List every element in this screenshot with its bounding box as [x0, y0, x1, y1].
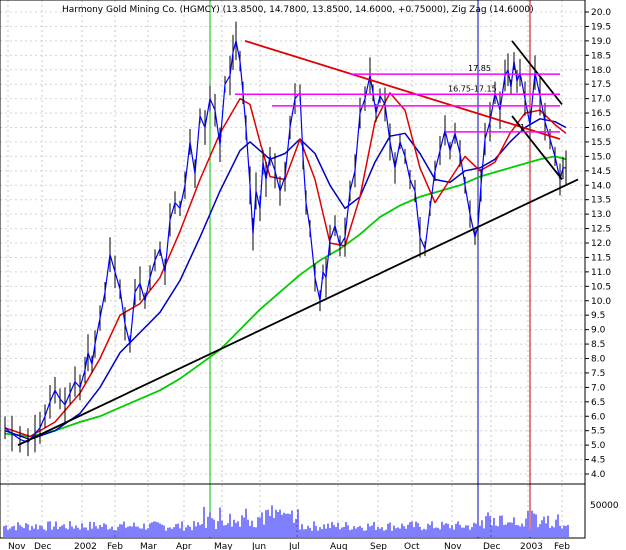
y-tick-label: 12.5: [591, 225, 611, 235]
y-tick-label: 15.0: [591, 152, 611, 162]
y-tick-label: 7.0: [591, 383, 606, 393]
level-label-small: 1: [520, 123, 525, 132]
level-label: 16.75-17.15: [448, 84, 497, 93]
x-tick-label: Mar: [140, 542, 157, 550]
x-tick-label: Nov: [8, 542, 26, 550]
y-tick-label: 20.0: [591, 8, 611, 18]
series-line-ma-long: [4, 155, 567, 438]
volume-panel-frame: [0, 483, 586, 539]
y-tick-label: 14.5: [591, 167, 611, 177]
x-tick-label: 2002: [74, 542, 97, 550]
y-tick-label: 13.0: [591, 210, 611, 220]
x-tick-label: 2003: [520, 542, 543, 550]
y-tick-label: 15.5: [591, 138, 611, 148]
y-axis: 20.0 19.5 19.0 18.5 18.0 17.5 17.0 16.5 16.0 15.5…: [585, 8, 611, 480]
x-tick-label: Dec: [34, 542, 51, 550]
y-tick-label: 4.0: [591, 470, 606, 480]
chart-title: Harmony Gold Mining Co. (HGMCY) (13.8500…: [62, 5, 534, 15]
y-tick-label: 4.5: [591, 456, 605, 466]
volume-bars: [3, 505, 569, 537]
y-tick-label: 18.0: [591, 66, 611, 76]
y-tick-label: 11.0: [591, 268, 611, 278]
y-tick-label: 8.0: [591, 355, 606, 365]
y-tick-label: 19.5: [591, 22, 611, 32]
x-tick-label: Dec: [483, 542, 500, 550]
y-tick-label: 9.5: [591, 311, 605, 321]
y-tick-label: 10.0: [591, 297, 611, 307]
y-tick-label: 18.5: [591, 51, 611, 61]
series-line-ma-mid: [4, 118, 567, 441]
y-tick-label: 9.0: [591, 326, 606, 336]
y-tick-label: 19.0: [591, 37, 611, 47]
y-tick-label: 17.0: [591, 95, 611, 105]
x-tick-label: Feb: [107, 542, 123, 550]
x-tick-label: May: [214, 542, 233, 550]
y-tick-label: 6.5: [591, 398, 605, 408]
trendline-channel-bottom: [511, 115, 563, 181]
y-tick-label: 8.5: [591, 340, 605, 350]
trendline-resistance: [244, 40, 561, 140]
volume-tick-label: 50000: [590, 501, 619, 511]
level-label: 17.85: [468, 64, 491, 73]
x-tick-label: Aug: [330, 542, 348, 550]
y-tick-label: 13.5: [591, 196, 611, 206]
price-levels: 17.85 16.75-17.15 1: [235, 64, 560, 133]
x-axis: Nov Dec 2002 Feb Mar Apr May Jun Jul Aug Sep Oct Nov…: [8, 542, 570, 550]
series-line-price: [4, 40, 566, 443]
series-line-ma-short: [4, 92, 567, 438]
trendline-support: [17, 178, 579, 446]
x-tick-label: Feb: [554, 542, 570, 550]
y-tick-label: 17.5: [591, 80, 611, 90]
y-tick-label: 10.5: [591, 282, 611, 292]
y-tick-label: 7.5: [591, 369, 605, 379]
y-tick-label: 11.5: [591, 253, 611, 263]
y-tick-label: 5.0: [591, 441, 606, 451]
x-tick-label: Oct: [404, 542, 420, 550]
y-tick-label: 12.0: [591, 239, 611, 249]
y-tick-label: 5.5: [591, 427, 605, 437]
y-tick-label: 6.0: [591, 412, 606, 422]
x-tick-label: Sep: [370, 542, 387, 550]
y-tick-label: 14.0: [591, 181, 611, 191]
chart-series: [4, 21, 567, 457]
x-tick-label: Jul: [288, 542, 300, 550]
grid-lines: [0, 0, 585, 538]
y-tick-label: 16.0: [591, 124, 611, 134]
x-tick-label: Jun: [251, 542, 266, 550]
x-tick-label: Nov: [444, 542, 462, 550]
y-tick-label: 16.5: [591, 109, 611, 119]
x-tick-label: Apr: [176, 542, 192, 550]
